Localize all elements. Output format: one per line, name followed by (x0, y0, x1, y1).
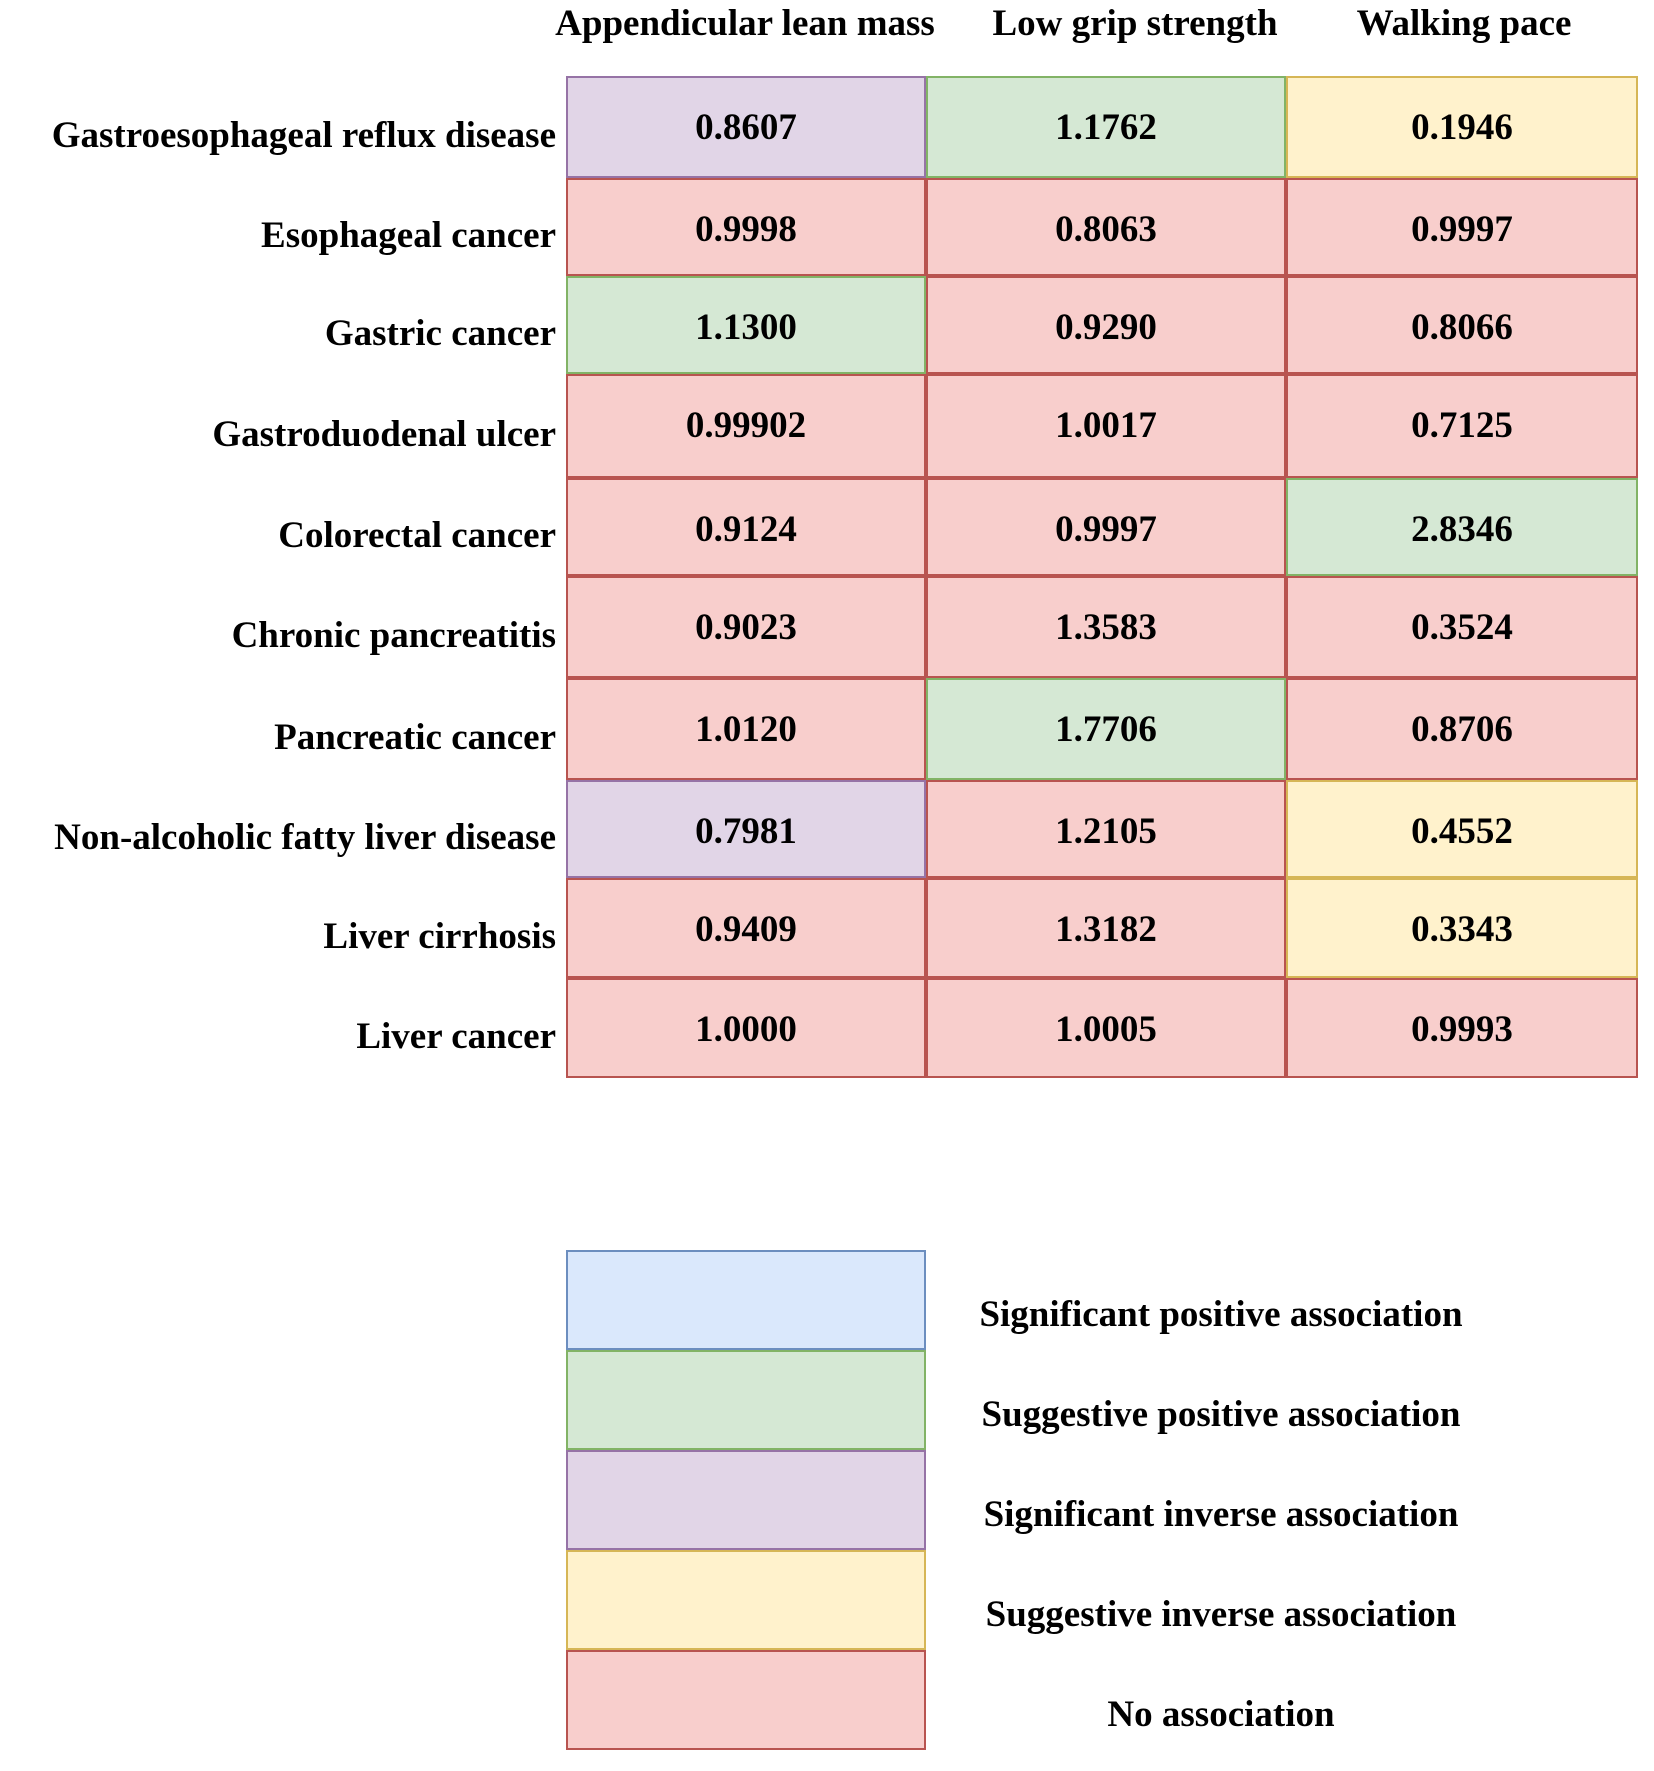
column-header: Walking pace (1356, 3, 1572, 44)
table-cell: 0.8706 (1286, 678, 1638, 780)
cell-value: 0.99902 (685, 405, 807, 446)
column-header: Low grip strength (992, 3, 1278, 44)
cell-value: 0.9409 (695, 909, 797, 950)
row-label-text: Liver cancer (356, 1015, 556, 1057)
legend-label: Suggestive positive association (981, 1393, 1461, 1435)
row-label-text: Gastroduodenal ulcer (212, 413, 556, 455)
row-label-text: Chronic pancreatitis (231, 614, 556, 656)
row-label: Liver cancer (0, 978, 556, 1078)
cell-value: 0.9998 (695, 209, 797, 250)
table-cell: 1.2105 (926, 780, 1286, 878)
legend-swatch (566, 1350, 926, 1450)
cell-value: 0.9023 (695, 607, 797, 648)
cell-value: 0.7125 (1411, 405, 1513, 446)
row-label: Colorectal cancer (0, 478, 556, 576)
cell-value: 1.3583 (1055, 607, 1157, 648)
cell-value: 0.9124 (695, 509, 797, 550)
cell-value: 0.3343 (1411, 909, 1513, 950)
cell-value: 1.0000 (695, 1009, 797, 1050)
table-cell: 0.9997 (926, 478, 1286, 576)
cell-value: 1.1762 (1055, 107, 1157, 148)
table-cell: 0.8607 (566, 76, 926, 178)
table-cell: 1.3182 (926, 878, 1286, 978)
cell-value: 1.2105 (1055, 811, 1157, 852)
row-label-text: Colorectal cancer (278, 514, 556, 556)
table-cell: 0.8063 (926, 178, 1286, 276)
row-label: Gastroduodenal ulcer (0, 374, 556, 478)
table-cell: 1.0005 (926, 978, 1286, 1078)
legend-swatch (566, 1550, 926, 1650)
legend-label: No association (1107, 1693, 1335, 1735)
table-cell: 1.0120 (566, 678, 926, 780)
table-cell: 0.8066 (1286, 276, 1638, 374)
row-label: Gastroesophageal reflux disease (0, 76, 556, 178)
table-cell: 0.7125 (1286, 374, 1638, 478)
table-cell: 0.3343 (1286, 878, 1638, 978)
row-label: Chronic pancreatitis (0, 576, 556, 678)
row-label-text: Esophageal cancer (261, 214, 556, 256)
row-label: Pancreatic cancer (0, 678, 556, 780)
column-header: Appendicular lean mass (555, 3, 935, 44)
row-label: Esophageal cancer (0, 178, 556, 276)
row-label-text: Pancreatic cancer (274, 716, 556, 758)
table-cell: 2.8346 (1286, 478, 1638, 576)
cell-value: 0.9993 (1411, 1009, 1513, 1050)
table-cell: 0.9998 (566, 178, 926, 276)
row-label-text: Gastric cancer (324, 312, 556, 354)
table-cell: 1.3583 (926, 576, 1286, 678)
cell-value: 1.1300 (695, 307, 797, 348)
table-cell: 0.3524 (1286, 576, 1638, 678)
row-label: Liver cirrhosis (0, 878, 556, 978)
row-label-text: Non-alcoholic fatty liver disease (54, 816, 556, 858)
cell-value: 1.3182 (1055, 909, 1157, 950)
cell-value: 0.4552 (1411, 811, 1513, 852)
table-cell: 0.4552 (1286, 780, 1638, 878)
cell-value: 0.3524 (1411, 607, 1513, 648)
cell-value: 1.7706 (1055, 709, 1157, 750)
legend-label: Significant positive association (979, 1293, 1463, 1335)
cell-value: 0.9997 (1411, 209, 1513, 250)
table-cell: 0.9409 (566, 878, 926, 978)
cell-value: 1.0005 (1055, 1009, 1157, 1050)
row-label: Non-alcoholic fatty liver disease (0, 780, 556, 878)
table-cell: 1.0017 (926, 374, 1286, 478)
table-cell: 1.7706 (926, 678, 1286, 780)
table-cell: 0.1946 (1286, 76, 1638, 178)
cell-value: 0.8706 (1411, 709, 1513, 750)
table-cell: 0.9997 (1286, 178, 1638, 276)
legend-swatch (566, 1250, 926, 1350)
cell-value: 0.9997 (1055, 509, 1157, 550)
table-cell: 1.1300 (566, 276, 926, 374)
cell-value: 2.8346 (1411, 509, 1513, 550)
legend-swatch (566, 1650, 926, 1750)
table-cell: 1.1762 (926, 76, 1286, 178)
cell-value: 1.0017 (1055, 405, 1157, 446)
row-label-text: Liver cirrhosis (323, 915, 556, 957)
cell-value: 0.7981 (695, 811, 797, 852)
cell-value: 0.8607 (695, 107, 797, 148)
row-label-text: Gastroesophageal reflux disease (51, 114, 556, 156)
table-cell: 0.9124 (566, 478, 926, 576)
table-cell: 0.9023 (566, 576, 926, 678)
table-cell: 1.0000 (566, 978, 926, 1078)
table-cell: 0.7981 (566, 780, 926, 878)
cell-value: 1.0120 (695, 709, 797, 750)
cell-value: 0.8066 (1411, 307, 1513, 348)
row-label: Gastric cancer (0, 276, 556, 374)
table-cell: 0.9290 (926, 276, 1286, 374)
legend-label: Suggestive inverse association (985, 1593, 1457, 1635)
cell-value: 0.8063 (1055, 209, 1157, 250)
table-cell: 0.9993 (1286, 978, 1638, 1078)
cell-value: 0.9290 (1055, 307, 1157, 348)
table-cell: 0.99902 (566, 374, 926, 478)
legend-swatch (566, 1450, 926, 1550)
legend-label: Significant inverse association (983, 1493, 1459, 1535)
cell-value: 0.1946 (1411, 107, 1513, 148)
